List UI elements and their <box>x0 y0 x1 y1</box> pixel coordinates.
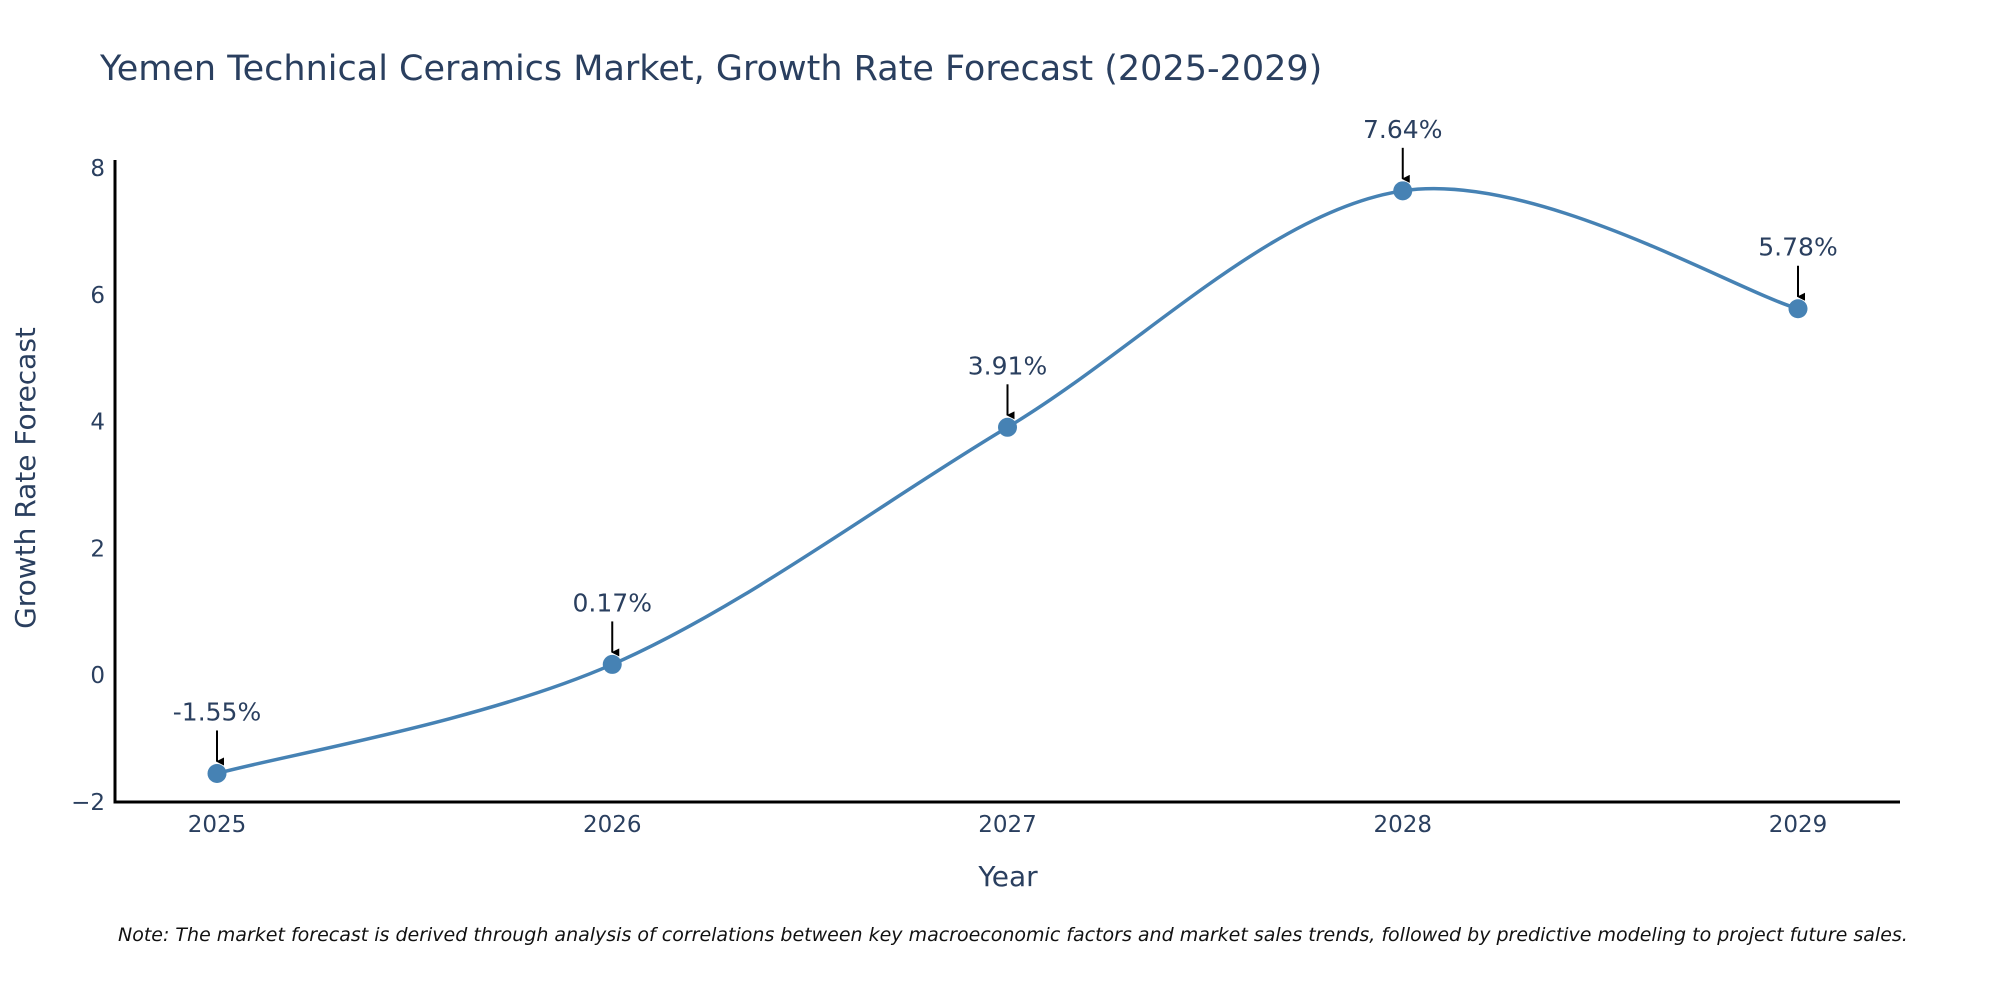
data-point <box>1788 299 1808 319</box>
data-label: -1.55% <box>173 697 261 726</box>
x-tick-label: 2027 <box>978 812 1037 838</box>
data-label: 3.91% <box>968 351 1047 380</box>
data-label: 5.78% <box>1758 233 1837 262</box>
y-tick-label: 8 <box>90 156 105 182</box>
x-axis-title: Year <box>977 860 1038 893</box>
y-tick-label: 4 <box>90 410 105 436</box>
y-tick-label: 2 <box>90 536 105 562</box>
x-tick-label: 2028 <box>1373 812 1432 838</box>
data-label: 0.17% <box>573 588 652 617</box>
y-tick-label: −2 <box>71 790 105 816</box>
y-axis-title: Growth Rate Forecast <box>9 327 42 629</box>
y-tick-label: 0 <box>90 663 105 689</box>
data-label: 7.64% <box>1363 115 1442 144</box>
series-line <box>216 186 1799 776</box>
y-tick-label: 6 <box>90 283 105 309</box>
data-point <box>207 763 227 783</box>
data-annotations: -1.55% 0.17% 3.91% 7.64% 5.78% <box>173 115 1838 766</box>
footnote: Note: The market forecast is derived thr… <box>118 924 1908 946</box>
data-point <box>998 417 1017 437</box>
y-tick-labels: −2 0 2 4 6 8 <box>71 156 105 816</box>
axes <box>113 160 1900 804</box>
x-tick-labels: 2025 2026 2027 2028 2029 <box>188 812 1828 838</box>
data-point <box>1393 181 1413 201</box>
x-tick-label: 2025 <box>188 812 247 838</box>
data-point <box>602 654 622 674</box>
chart-title: Yemen Technical Ceramics Market, Growth … <box>99 49 1322 89</box>
x-tick-label: 2029 <box>1769 812 1828 838</box>
data-points <box>207 181 1808 783</box>
x-tick-label: 2026 <box>583 812 642 838</box>
